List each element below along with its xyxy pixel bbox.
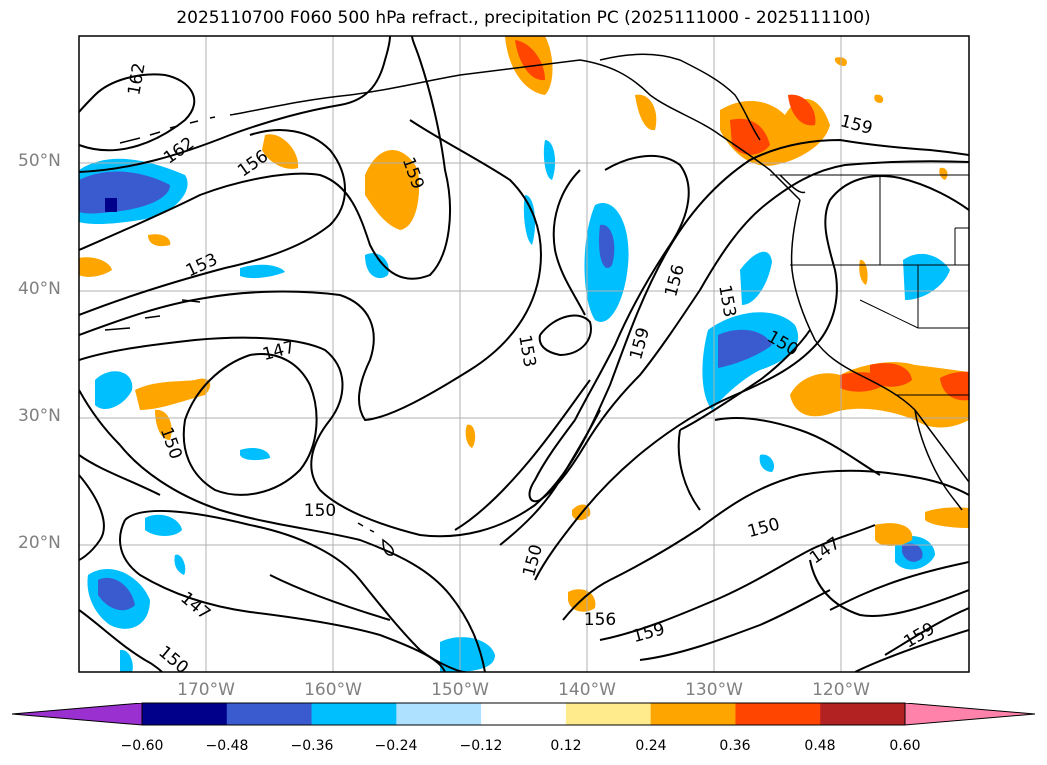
contour-label: 150	[304, 501, 336, 521]
colorbar-tick-label: 0.12	[550, 738, 582, 754]
latitude-label: 50°N	[18, 151, 61, 171]
longitude-label: 120°W	[812, 680, 870, 700]
colorbar-segment	[820, 703, 906, 725]
contour-label: 153	[714, 283, 739, 318]
longitude-label: 140°W	[558, 680, 616, 700]
contour-label: 159	[900, 619, 938, 653]
colorbar-segment	[142, 703, 228, 725]
colorbar-segment	[735, 703, 821, 725]
map-frame	[78, 35, 970, 673]
colorbar-segments	[12, 703, 1035, 725]
colorbar-tick-label: 0.36	[719, 738, 751, 754]
colorbar-tick-label: 0.48	[804, 738, 836, 754]
map-title: 2025110700 F060 500 hPa refract., precip…	[176, 8, 871, 28]
contour-label-layer: 162 162 156 159 153 147 150 153 159 156 …	[124, 61, 938, 678]
colorbar-segment	[481, 703, 567, 725]
contour-label: 147	[176, 588, 214, 624]
colorbar-tick-label: −0.48	[205, 738, 249, 754]
longitude-label: 130°W	[685, 680, 743, 700]
longitude-label: 170°W	[177, 680, 235, 700]
contour-label: 159	[838, 111, 875, 139]
contour-label: 150	[154, 642, 192, 678]
colorbar-extend-low	[12, 703, 142, 725]
refractivity-contours	[79, 36, 969, 672]
contour-label: 156	[584, 610, 616, 630]
contour-label: 162	[124, 61, 149, 96]
graticule	[79, 36, 969, 672]
longitude-label: 150°W	[431, 680, 489, 700]
precip-shading	[79, 36, 969, 672]
colorbar-tick-label: −0.24	[374, 738, 418, 754]
colorbar	[11, 702, 1036, 726]
colorbar-extend-high	[905, 703, 1035, 725]
colorbar-segment	[396, 703, 482, 725]
contour-label: 150	[519, 542, 547, 579]
borders	[770, 174, 969, 396]
colorbar-tick-label: 0.60	[889, 738, 921, 754]
latitude-label: 40°N	[18, 279, 61, 299]
contour-label: 150	[156, 425, 186, 462]
colorbar-segment	[226, 703, 313, 725]
contour-label: 159	[630, 619, 667, 647]
contour-label: 147	[260, 337, 297, 365]
colorbar-tick-label: 0.24	[635, 738, 667, 754]
colorbar-tick-label: −0.36	[290, 738, 334, 754]
contour-label: 153	[183, 250, 221, 282]
contour-label: 156	[661, 262, 689, 299]
latitude-label: 20°N	[18, 533, 61, 553]
coastlines	[104, 53, 969, 556]
colorbar-segment	[650, 703, 736, 725]
longitude-label: 160°W	[304, 680, 362, 700]
colorbar-outline	[11, 702, 1036, 726]
latitude-label: 30°N	[18, 406, 61, 426]
contour-label: 153	[514, 333, 539, 368]
contour-label: 150	[745, 514, 782, 542]
colorbar-segment	[311, 703, 397, 725]
colorbar-segment	[565, 703, 652, 725]
colorbar-tick-label: −0.12	[459, 738, 503, 754]
colorbar-tick-label: −0.60	[120, 738, 164, 754]
